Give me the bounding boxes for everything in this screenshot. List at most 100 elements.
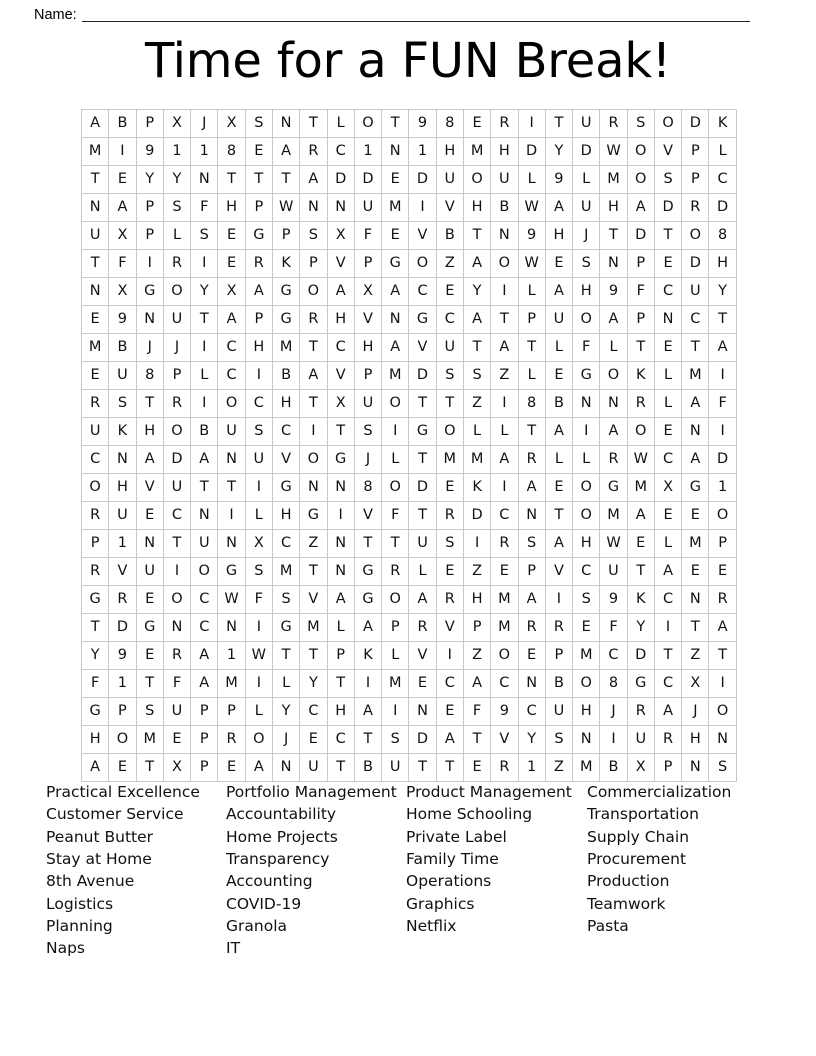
puzzle-cell[interactable]: N: [381, 305, 410, 334]
puzzle-cell[interactable]: K: [353, 641, 383, 670]
puzzle-cell[interactable]: R: [299, 305, 328, 334]
puzzle-cell[interactable]: R: [490, 753, 519, 782]
puzzle-cell[interactable]: T: [435, 389, 464, 418]
puzzle-cell[interactable]: E: [708, 557, 737, 586]
puzzle-cell[interactable]: T: [299, 333, 328, 362]
puzzle-cell[interactable]: I: [653, 613, 683, 642]
puzzle-cell[interactable]: L: [190, 361, 219, 390]
puzzle-cell[interactable]: J: [135, 333, 164, 362]
puzzle-cell[interactable]: A: [108, 193, 137, 222]
puzzle-cell[interactable]: E: [299, 725, 328, 754]
puzzle-cell[interactable]: U: [490, 165, 519, 194]
puzzle-cell[interactable]: U: [544, 305, 574, 334]
puzzle-cell[interactable]: U: [80, 221, 110, 250]
puzzle-cell[interactable]: B: [544, 389, 574, 418]
puzzle-cell[interactable]: A: [708, 333, 737, 362]
puzzle-cell[interactable]: A: [599, 305, 628, 334]
puzzle-cell[interactable]: G: [271, 277, 301, 306]
puzzle-cell[interactable]: T: [708, 641, 737, 670]
puzzle-cell[interactable]: G: [135, 613, 164, 642]
puzzle-cell[interactable]: G: [326, 445, 355, 474]
puzzle-cell[interactable]: C: [490, 669, 519, 698]
puzzle-cell[interactable]: R: [653, 725, 683, 754]
puzzle-cell[interactable]: Y: [271, 697, 301, 726]
puzzle-cell[interactable]: G: [572, 361, 601, 390]
puzzle-cell[interactable]: F: [108, 249, 137, 278]
puzzle-cell[interactable]: T: [626, 557, 655, 586]
puzzle-cell[interactable]: A: [517, 473, 546, 502]
puzzle-cell[interactable]: R: [80, 557, 110, 586]
puzzle-cell[interactable]: U: [162, 305, 192, 334]
puzzle-cell[interactable]: N: [708, 725, 737, 754]
word-list-item[interactable]: 8th Avenue: [46, 872, 135, 891]
puzzle-cell[interactable]: Y: [708, 277, 737, 306]
puzzle-cell[interactable]: V: [544, 557, 574, 586]
word-list-item[interactable]: Home Projects: [226, 827, 338, 846]
puzzle-cell[interactable]: L: [653, 389, 683, 418]
puzzle-cell[interactable]: V: [299, 585, 328, 614]
puzzle-cell[interactable]: I: [517, 109, 546, 138]
puzzle-cell[interactable]: D: [462, 501, 492, 530]
puzzle-cell[interactable]: U: [162, 697, 192, 726]
puzzle-cell[interactable]: S: [381, 725, 410, 754]
word-list-item[interactable]: Private Label: [406, 827, 507, 846]
puzzle-cell[interactable]: R: [80, 389, 110, 418]
puzzle-cell[interactable]: Z: [435, 249, 464, 278]
puzzle-cell[interactable]: H: [326, 305, 355, 334]
puzzle-cell[interactable]: M: [599, 165, 628, 194]
puzzle-cell[interactable]: H: [490, 137, 519, 166]
puzzle-cell[interactable]: I: [435, 641, 464, 670]
puzzle-cell[interactable]: Y: [462, 277, 492, 306]
puzzle-cell[interactable]: M: [435, 445, 464, 474]
word-list-item[interactable]: Naps: [46, 939, 86, 958]
puzzle-cell[interactable]: T: [135, 389, 164, 418]
puzzle-cell[interactable]: R: [490, 109, 519, 138]
puzzle-cell[interactable]: T: [353, 725, 383, 754]
puzzle-cell[interactable]: 9: [408, 109, 437, 138]
puzzle-cell[interactable]: A: [681, 445, 710, 474]
puzzle-cell[interactable]: V: [108, 557, 137, 586]
puzzle-cell[interactable]: N: [135, 305, 164, 334]
puzzle-cell[interactable]: A: [653, 557, 683, 586]
puzzle-cell[interactable]: O: [381, 585, 410, 614]
puzzle-cell[interactable]: 9: [544, 165, 574, 194]
puzzle-cell[interactable]: T: [408, 445, 437, 474]
word-list-item[interactable]: Teamwork: [587, 894, 666, 913]
puzzle-cell[interactable]: V: [435, 193, 464, 222]
puzzle-cell[interactable]: F: [572, 333, 601, 362]
puzzle-cell[interactable]: N: [326, 193, 355, 222]
puzzle-cell[interactable]: X: [626, 753, 655, 782]
puzzle-cell[interactable]: O: [626, 165, 655, 194]
puzzle-cell[interactable]: T: [190, 473, 219, 502]
puzzle-cell[interactable]: G: [271, 473, 301, 502]
word-list-item[interactable]: Transparency: [226, 850, 330, 869]
puzzle-cell[interactable]: N: [80, 277, 110, 306]
puzzle-cell[interactable]: N: [653, 305, 683, 334]
puzzle-cell[interactable]: S: [244, 557, 273, 586]
puzzle-cell[interactable]: R: [517, 445, 546, 474]
puzzle-cell[interactable]: N: [326, 529, 355, 558]
puzzle-cell[interactable]: L: [572, 165, 601, 194]
puzzle-cell[interactable]: G: [353, 585, 383, 614]
puzzle-cell[interactable]: O: [353, 109, 383, 138]
puzzle-cell[interactable]: L: [517, 165, 546, 194]
puzzle-cell[interactable]: R: [162, 641, 192, 670]
puzzle-cell[interactable]: M: [626, 473, 655, 502]
puzzle-cell[interactable]: A: [381, 333, 410, 362]
puzzle-cell[interactable]: T: [162, 529, 192, 558]
puzzle-cell[interactable]: O: [626, 417, 655, 446]
puzzle-cell[interactable]: T: [517, 417, 546, 446]
puzzle-cell[interactable]: N: [299, 473, 328, 502]
puzzle-cell[interactable]: F: [162, 669, 192, 698]
puzzle-cell[interactable]: U: [626, 725, 655, 754]
puzzle-cell[interactable]: K: [271, 249, 301, 278]
puzzle-cell[interactable]: W: [599, 137, 628, 166]
word-list-item[interactable]: Production: [587, 872, 670, 891]
puzzle-cell[interactable]: J: [572, 221, 601, 250]
word-list-item[interactable]: Product Management: [406, 783, 572, 801]
puzzle-cell[interactable]: A: [544, 193, 574, 222]
puzzle-cell[interactable]: Z: [462, 389, 492, 418]
puzzle-cell[interactable]: M: [572, 753, 601, 782]
puzzle-cell[interactable]: E: [653, 333, 683, 362]
puzzle-cell[interactable]: X: [353, 277, 383, 306]
